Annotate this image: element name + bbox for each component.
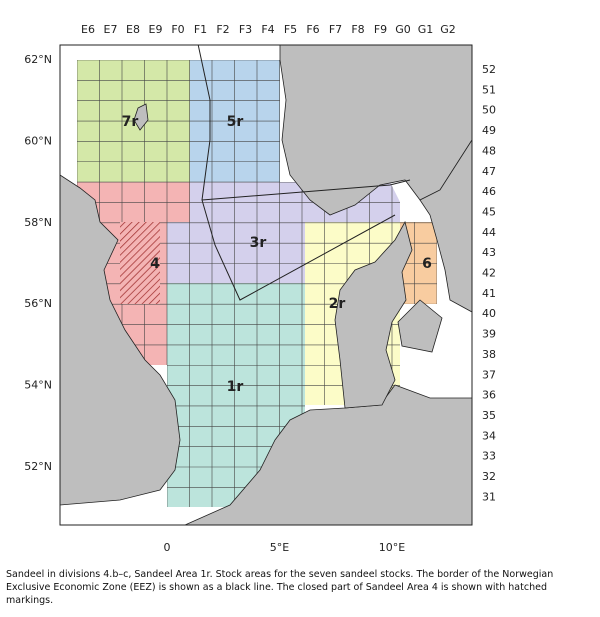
- rectangle-row-label: 38: [482, 348, 496, 361]
- rectangle-column-label: F7: [329, 23, 342, 36]
- closed-area-hatch: [120, 222, 160, 304]
- rectangle-row-label: 42: [482, 267, 496, 280]
- latitude-label: 52°N: [24, 460, 52, 473]
- jutland: [334, 220, 413, 409]
- rectangle-row-label: 35: [482, 409, 496, 422]
- rectangle-column-label: G0: [395, 23, 411, 36]
- shetland: [133, 103, 149, 131]
- rectangle-column-label: F9: [374, 23, 387, 36]
- rectangle-column-label: F8: [351, 23, 364, 36]
- rectangle-row-label: 40: [482, 307, 496, 320]
- area-label: 2r: [329, 296, 346, 312]
- area-label: 4: [150, 256, 160, 272]
- map-border: [59, 44, 473, 526]
- rectangle-row-label: 33: [482, 450, 496, 463]
- rectangle-row-label: 46: [482, 185, 496, 198]
- rectangle-row-label: 47: [482, 165, 496, 178]
- sweden: [419, 139, 472, 313]
- rectangle-row-label: 32: [482, 470, 496, 483]
- latitude-label: 58°N: [24, 216, 52, 229]
- area-label: 7r: [122, 114, 139, 130]
- map: E6 E7 E8 E9 F0 F1 F2 F3 F4 F5 F6 F7 F8 F9 G0 G1 G2 52 51 50…: [24, 23, 496, 554]
- rectangle-column-label: E8: [126, 23, 140, 36]
- rectangle-row-label: 39: [482, 328, 496, 341]
- rectangle-row-label: 45: [482, 205, 496, 218]
- rectangle-column-label: E9: [149, 23, 163, 36]
- area-label: 3r: [250, 235, 267, 251]
- rectangle-row-label: 52: [482, 63, 496, 76]
- rectangle-row-label: 49: [482, 124, 496, 137]
- rectangle-row-label: 34: [482, 429, 496, 442]
- rectangle-row-label: 43: [482, 246, 496, 259]
- latitude-label: 54°N: [24, 379, 52, 392]
- rectangle-column-label: E6: [81, 23, 95, 36]
- rectangle-row-label: 51: [482, 83, 496, 96]
- rectangle-row-label: 36: [482, 389, 496, 402]
- rectangle-column-label: F4: [261, 23, 274, 36]
- rectangle-row-label: 50: [482, 104, 496, 117]
- rectangle-row-label: 44: [482, 226, 496, 239]
- land: [60, 45, 472, 525]
- latitude-label: 56°N: [24, 297, 52, 310]
- rectangle-column-label: E7: [104, 23, 118, 36]
- rectangle-column-label: F6: [306, 23, 319, 36]
- rectangle-row-label: 31: [482, 490, 496, 503]
- rectangle-column-label: F0: [171, 23, 184, 36]
- rectangle-column-label: F2: [216, 23, 229, 36]
- rectangle-column-label: G2: [440, 23, 456, 36]
- zealand: [397, 299, 443, 353]
- longitude-label: 5°E: [270, 541, 289, 554]
- eez-border: [201, 179, 411, 201]
- rectangle-column-label: F3: [239, 23, 252, 36]
- rectangle-row-label: 48: [482, 144, 496, 157]
- area-label: 6: [422, 256, 432, 272]
- latitude-label: 60°N: [24, 134, 52, 147]
- uk: [60, 174, 181, 506]
- longitude-label: 0: [164, 541, 171, 554]
- latitude-label: 62°N: [24, 53, 52, 66]
- rectangle-row-label: 37: [482, 368, 496, 381]
- rectangle-column-label: G1: [418, 23, 434, 36]
- caption: Sandeel in divisions 4.b–c, Sandeel Area…: [6, 569, 554, 606]
- rectangle-column-label: F1: [194, 23, 207, 36]
- longitude-label: 10°E: [379, 541, 405, 554]
- area-label: 1r: [227, 379, 244, 395]
- rectangle-row-label: 41: [482, 287, 496, 300]
- rectangle-column-label: F5: [284, 23, 297, 36]
- area-label: 5r: [227, 114, 244, 130]
